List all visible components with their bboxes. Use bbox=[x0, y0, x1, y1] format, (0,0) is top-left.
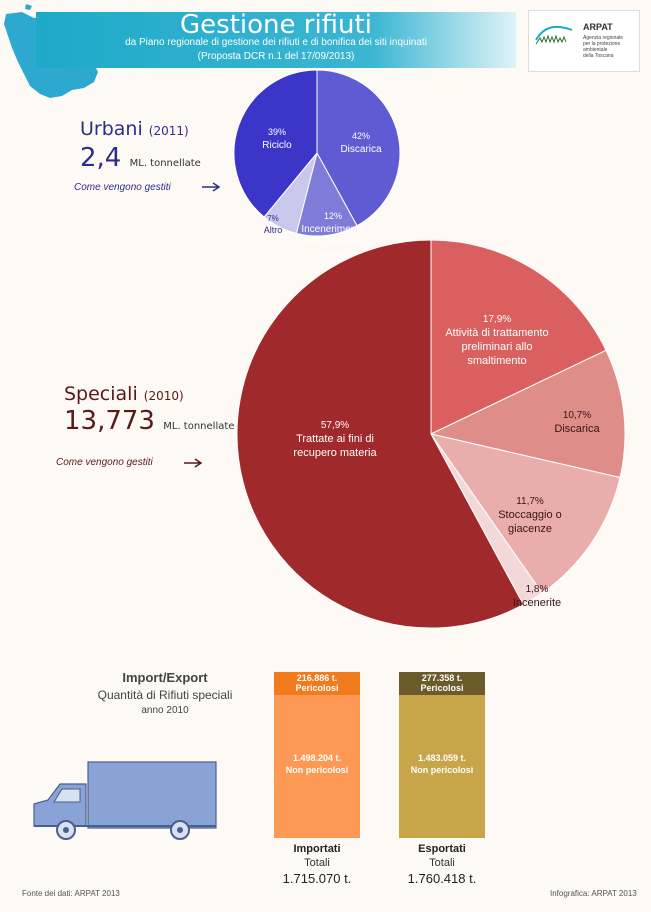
pie2-slice-1 bbox=[429, 349, 626, 479]
urbani-unit: ML. tonnellate bbox=[129, 158, 201, 169]
esportati-non-pericolosi-bar: 1.483.059 t. Non pericolosi bbox=[399, 695, 485, 838]
speciali-arrow-icon bbox=[184, 458, 203, 468]
pie2-slice-3-label: 1,8% Incenerite bbox=[513, 584, 561, 609]
data-source: Fonte dei dati: ARPAT 2013 bbox=[22, 889, 120, 898]
pie1-slice-1-label: 12% Incenerimento con recupero energia bbox=[301, 211, 365, 261]
import-export-title: Import/Export bbox=[122, 670, 208, 685]
urbani-value: 2,4 ML. tonnellate bbox=[80, 143, 201, 173]
urbani-title: Urbani (2011) bbox=[80, 118, 189, 140]
pie2-slice-0-label: 17,9% Attività di trattamento preliminari … bbox=[445, 314, 548, 367]
esportati-pericolosi-bar: 277.358 t. Pericolosi bbox=[399, 672, 485, 695]
infographic-credit: Infografica: ARPAT 2013 bbox=[550, 889, 637, 898]
esportati-label: Esportati bbox=[418, 843, 466, 855]
pie2-slice-4-label: 57,9% Trattate ai fini di recupero materia bbox=[293, 420, 377, 459]
importati-label: Importati bbox=[293, 843, 341, 855]
esportati-totali-label: Totali bbox=[429, 857, 455, 869]
pie2-slice-1-label: 10,7% Discarica bbox=[554, 410, 600, 435]
page-title: Gestione rifiuti bbox=[180, 10, 372, 40]
pie2-slice-2-label: 11,7% Stoccaggio o giacenze bbox=[498, 496, 562, 535]
speciali-title: Speciali (2010) bbox=[64, 383, 184, 405]
importati-pericolosi-bar: 216.886 t. Pericolosi bbox=[274, 672, 360, 695]
logo-name: ARPAT bbox=[583, 22, 613, 32]
pie-charts: 42% Discarica 12% Incenerimento con recupero… bbox=[233, 69, 626, 629]
import-export-subtitle: Quantità di Rifiuti speciali bbox=[97, 688, 233, 702]
import-export-year: anno 2010 bbox=[141, 705, 189, 716]
speciali-unit: ML. tonnellate bbox=[163, 421, 235, 432]
pie1-slice-3 bbox=[233, 69, 318, 218]
importati-totali-label: Totali bbox=[304, 857, 330, 869]
pie2-slice-4 bbox=[236, 239, 525, 629]
urbani-arrow-icon bbox=[202, 182, 221, 192]
page-subtitle: da Piano regionale di gestione dei rifiu… bbox=[125, 37, 427, 48]
logo-description: Agenzia regionale per la protezione ambi… bbox=[583, 35, 624, 59]
pie2-slice-2 bbox=[429, 433, 621, 594]
pie2-slice-0 bbox=[430, 239, 607, 435]
esportati-total: 1.760.418 t. bbox=[407, 871, 477, 886]
pie1-slice-0 bbox=[316, 69, 401, 227]
speciali-value: 13,773 ML. tonnellate bbox=[64, 406, 235, 436]
truck-icon bbox=[33, 761, 217, 840]
speciali-how-label: Come vengono gestiti bbox=[56, 457, 153, 468]
importati-total: 1.715.070 t. bbox=[282, 871, 352, 886]
pie1-slice-3-label: 39% Riciclo bbox=[262, 127, 292, 151]
header-banner bbox=[36, 12, 516, 68]
urbani-year: (2011) bbox=[148, 124, 189, 138]
urbani-how-label: Come vengono gestiti bbox=[74, 182, 171, 193]
pie1-slice-2-label: 7% Altro bbox=[264, 214, 283, 235]
speciali-year: (2010) bbox=[143, 389, 184, 403]
importati-non-pericolosi-bar: 1.498.204 t. Non pericolosi bbox=[274, 695, 360, 838]
pie1-slice-0-label: 42% Discarica bbox=[340, 131, 382, 155]
pie1-slice-1 bbox=[295, 151, 358, 237]
arpat-logo-mark-icon bbox=[535, 25, 573, 45]
page-subtitle-reference: (Proposta DCR n.1 del 17/09/2013) bbox=[197, 51, 355, 62]
